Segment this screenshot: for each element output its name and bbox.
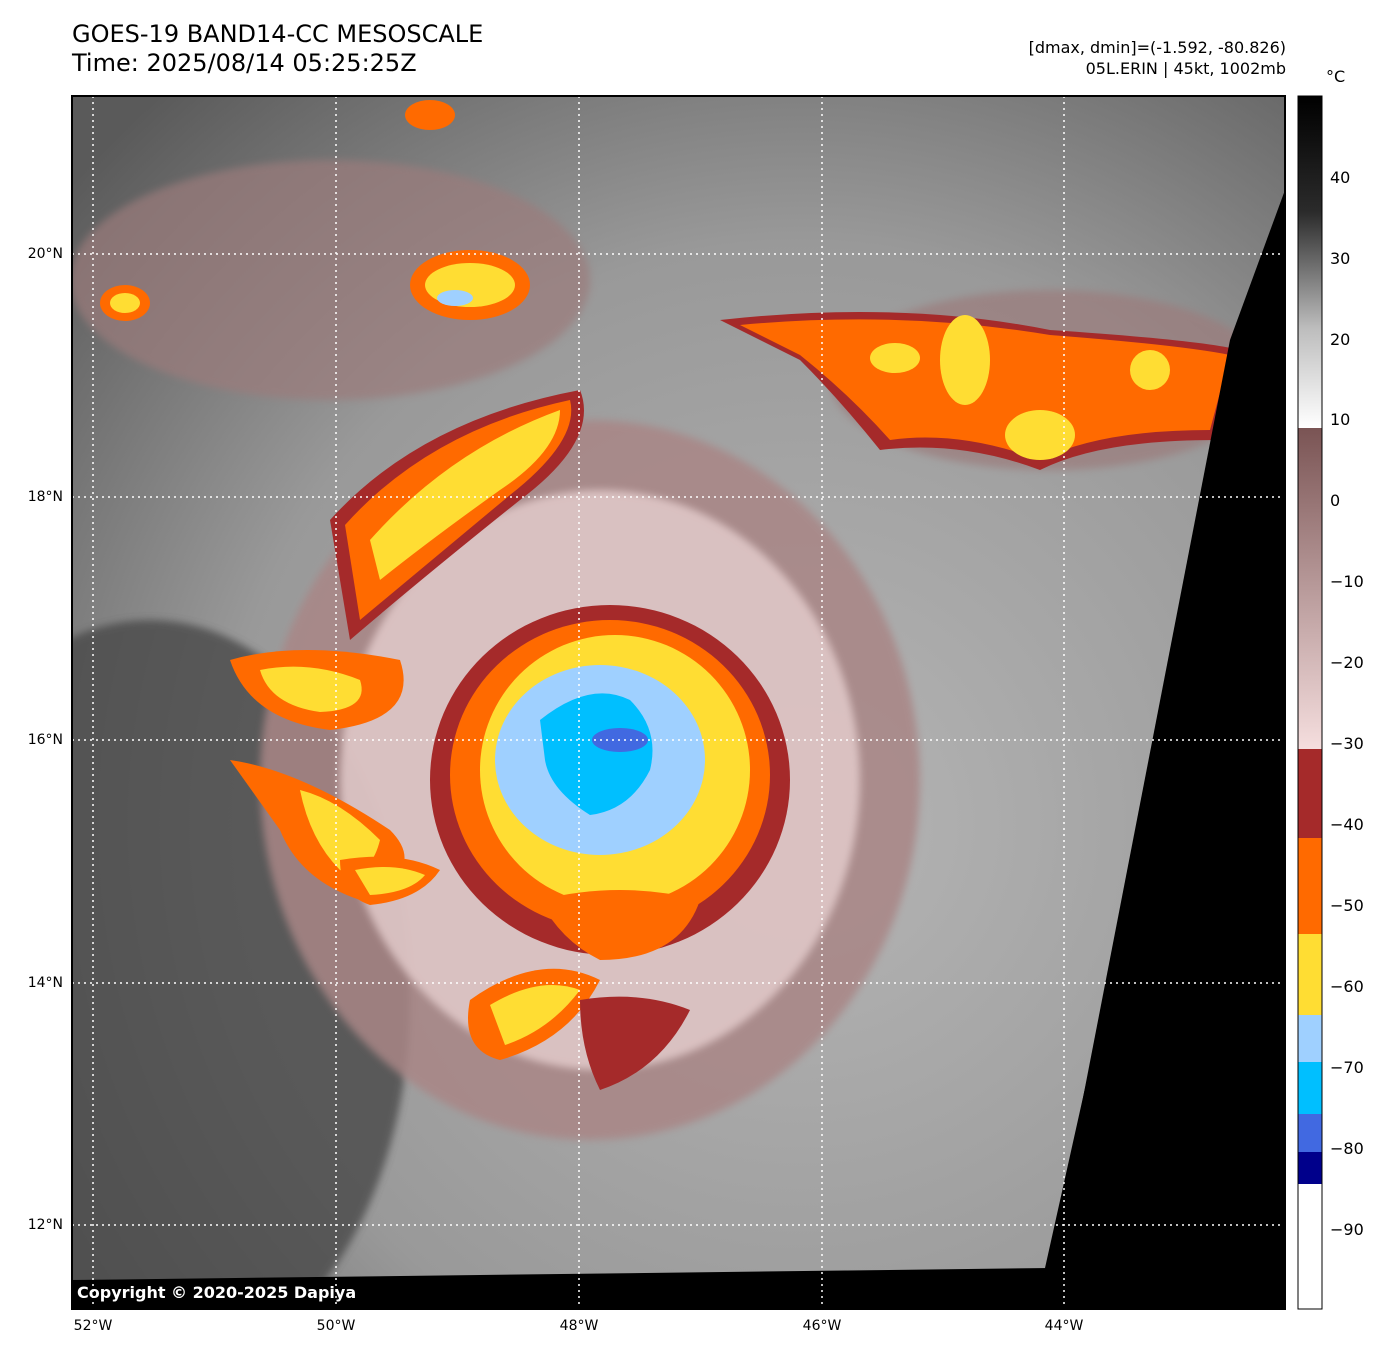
colorbar-navy [1298,1152,1322,1184]
colorbar-tick-30: 30 [1330,249,1351,268]
colorbar-tick-minus70: −70 [1330,1058,1364,1077]
lat-label-12n: 12°N [27,1217,63,1233]
colorbar-tick-minus10: −10 [1330,572,1364,591]
lat-label-14n: 14°N [27,975,63,991]
lon-label-52w: 52°W [73,1318,113,1334]
info-storm: 05L.ERIN | 45kt, 1002mb [1085,59,1286,78]
convective-cores [100,100,1240,1090]
colorbar-gray [1298,96,1322,428]
colorbar-frame [1297,95,1323,1310]
colorbar-red [1298,749,1322,838]
colorbar-tick-0: 0 [1330,491,1341,510]
lon-label-46w: 46°W [802,1318,842,1334]
info-dmax-dmin: [dmax, dmin]=(-1.592, -80.826) [1028,38,1286,57]
graticule [72,96,1285,1309]
colorbar [1297,95,1323,1310]
colorbar-yellow [1298,934,1322,1015]
lon-label-44w: 44°W [1044,1318,1084,1334]
colorbar-unit: °C [1326,67,1346,86]
colorbar-cyan [1298,1062,1322,1114]
title-time: Time: 2025/08/14 05:25:25Z [72,49,417,77]
colorbar-rose [1298,428,1322,749]
colorbar-tick-minus30: −30 [1330,734,1364,753]
lon-label-50w: 50°W [316,1318,356,1334]
lat-label-16n: 16°N [27,732,63,748]
colorbar-orange [1298,838,1322,934]
lat-label-20n: 20°N [27,246,63,262]
lat-label-18n: 18°N [27,489,63,505]
imagery-layer [72,96,1285,1309]
info-block: [dmax, dmin]=(-1.592, -80.826) 05L.ERIN … [1029,37,1286,79]
upper-cloud-band [72,160,590,400]
colorbar-tick-minus20: −20 [1330,653,1364,672]
colorbar-lightblue [1298,1015,1322,1062]
map-frame [71,95,1286,1310]
colorbar-tick-20: 20 [1330,330,1351,349]
lon-label-48w: 48°W [559,1318,599,1334]
title-product: GOES-19 BAND14-CC MESOSCALE [72,20,484,48]
colorbar-tick-minus80: −80 [1330,1139,1364,1158]
colorbar-blue [1298,1114,1322,1152]
colorbar-tick-minus90: −90 [1330,1220,1364,1239]
no-data-bottom [72,1268,1050,1309]
colorbar-tick-minus60: −60 [1330,977,1364,996]
copyright-text: Copyright © 2020-2025 Dapiya [77,1283,357,1302]
colorbar-white [1298,1184,1322,1309]
colorbar-tick-40: 40 [1330,168,1351,187]
colorbar-tick-minus40: −40 [1330,815,1364,834]
figure-title: GOES-19 BAND14-CC MESOSCALE Time: 2025/0… [72,20,483,78]
colorbar-tick-minus50: −50 [1330,896,1364,915]
colorbar-tick-10: 10 [1330,410,1351,429]
